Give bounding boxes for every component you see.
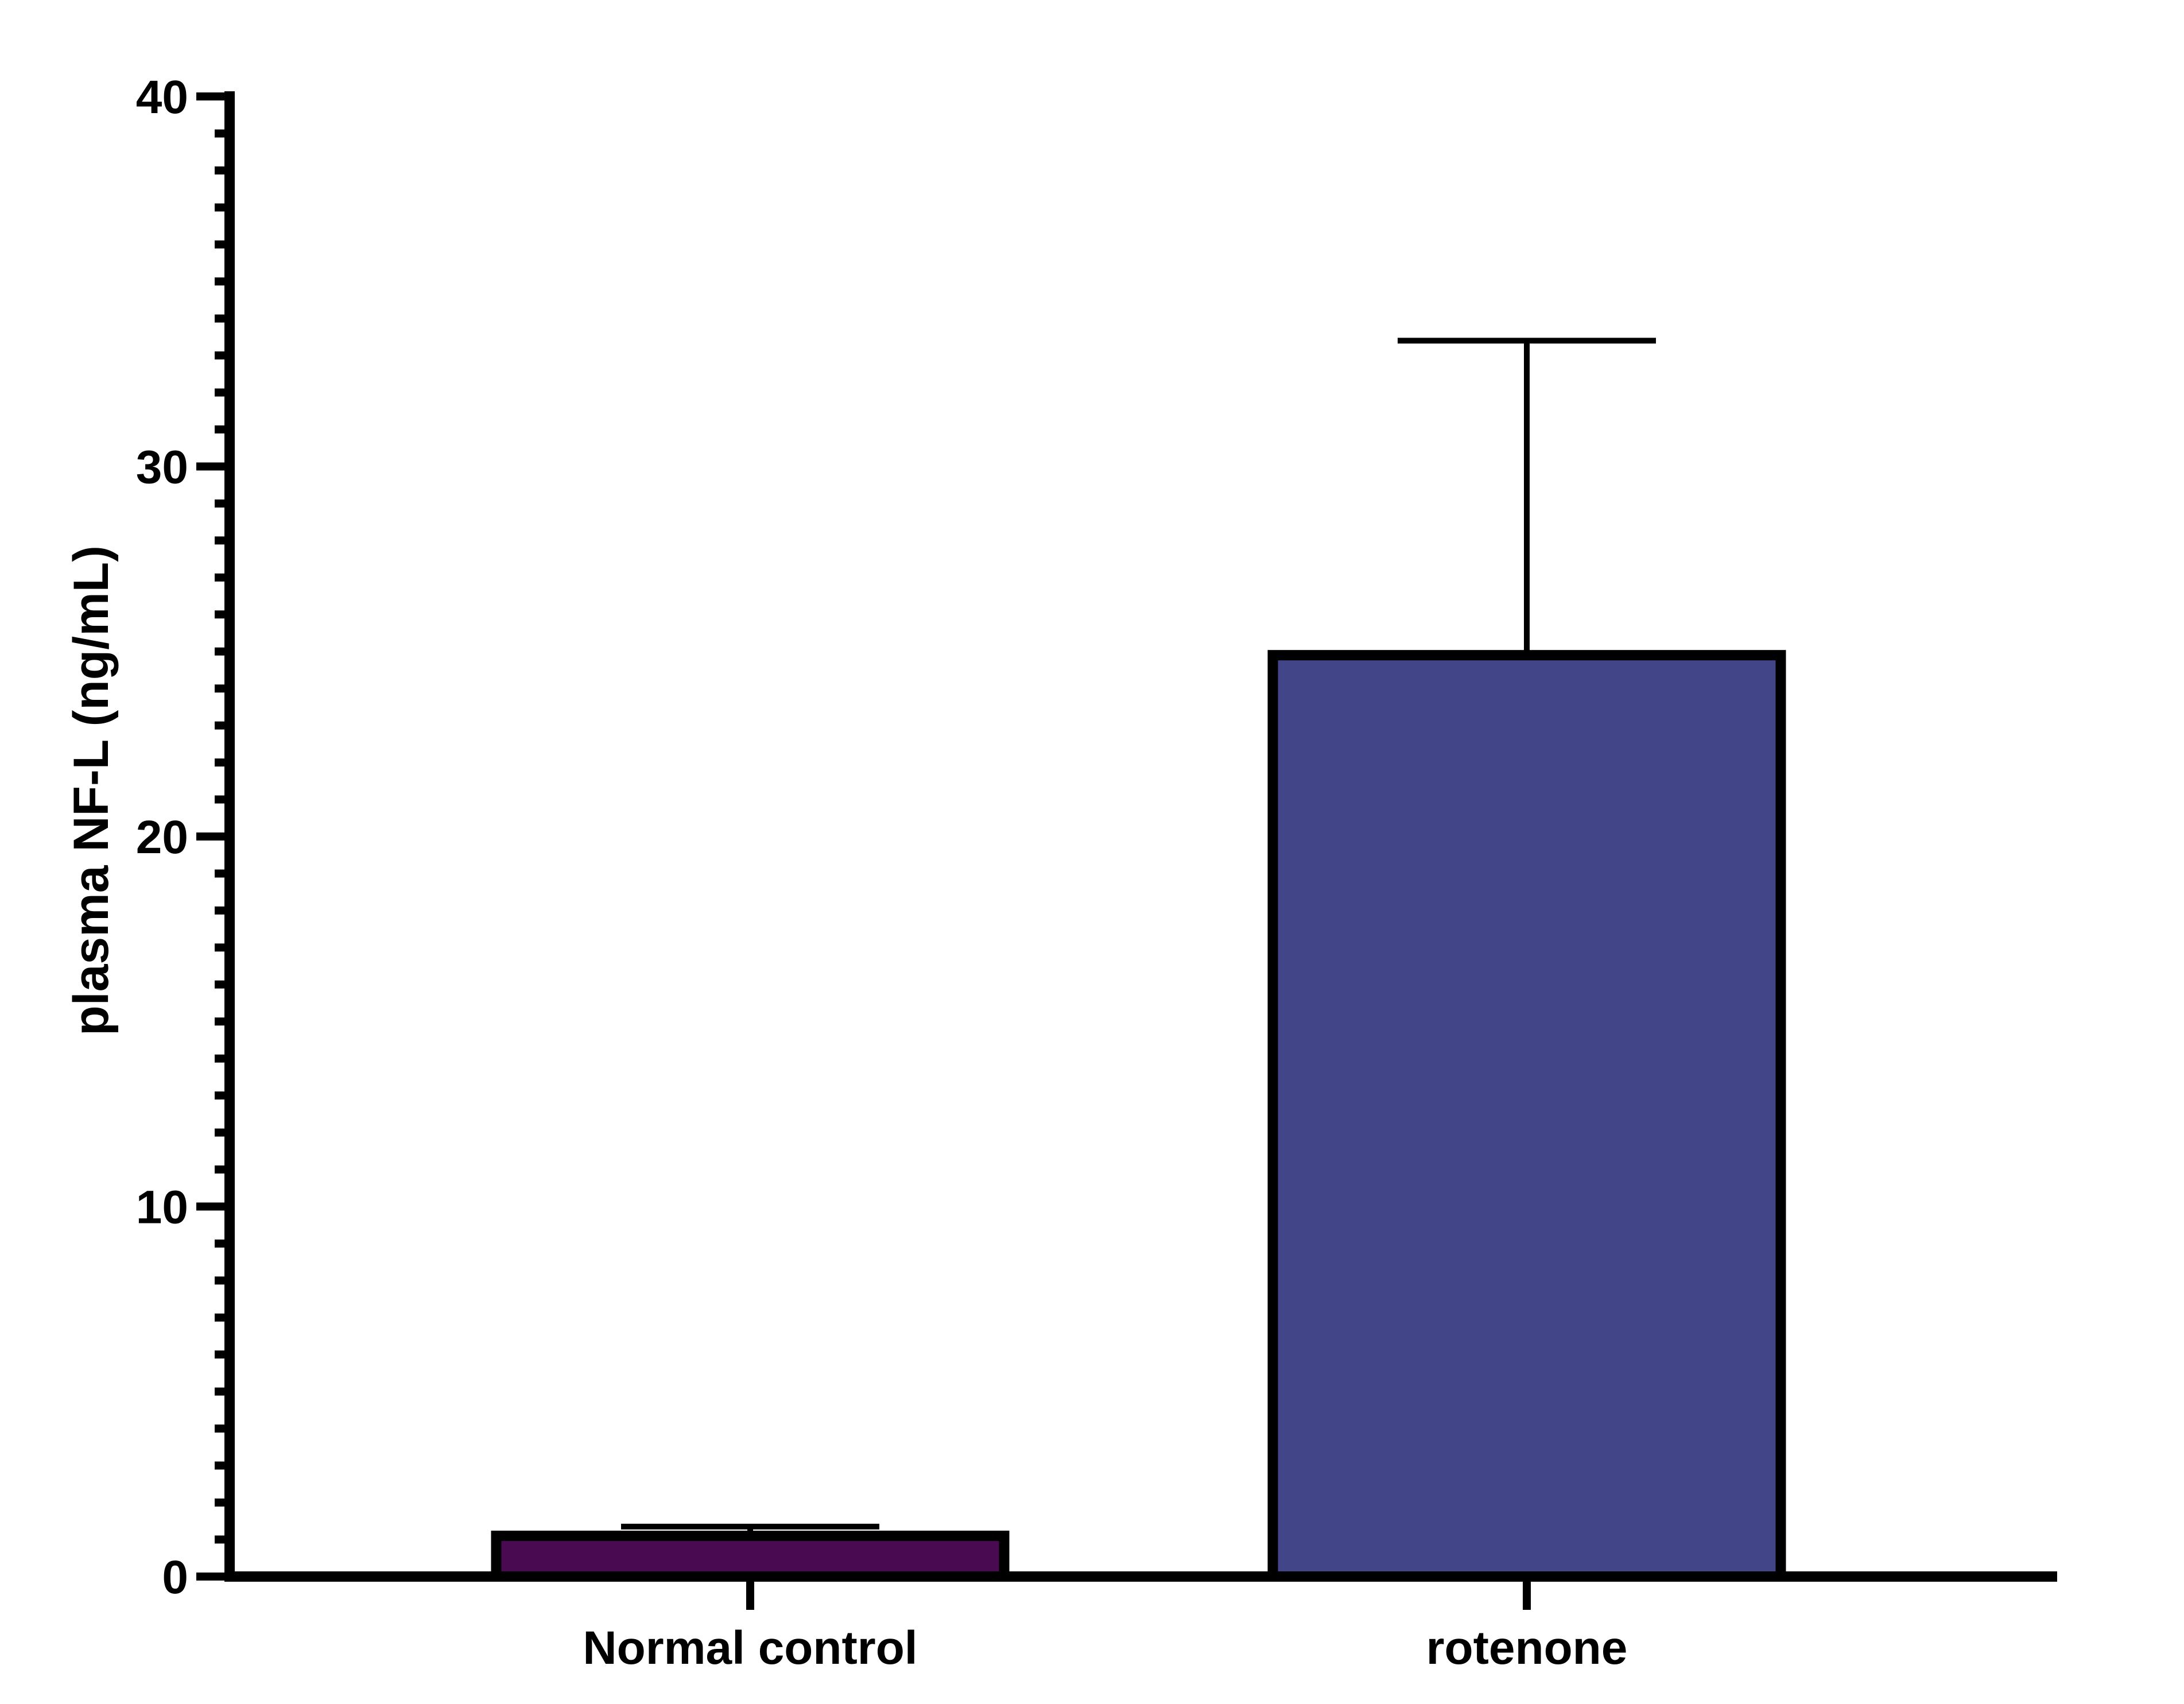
bar: [491, 1531, 1010, 1582]
x-tick-labels: Normal control rotenone: [583, 1622, 1627, 1674]
y-tick-label: 20: [136, 811, 188, 863]
bars: [491, 650, 1786, 1582]
x-tick-label: rotenone: [1426, 1622, 1628, 1674]
y-tick-label: 30: [136, 442, 188, 494]
error-bars: [621, 338, 1656, 1536]
bar: [1267, 650, 1786, 1582]
y-tick-labels: 0 10 20 30 40: [136, 71, 188, 1604]
y-tick-label: 40: [136, 71, 188, 123]
y-tick-label: 10: [136, 1182, 188, 1234]
x-ticks: [746, 1577, 1531, 1610]
x-tick-label: Normal control: [583, 1622, 917, 1674]
y-major-ticks: [196, 92, 230, 1581]
y-tick-label: 0: [162, 1551, 188, 1604]
y-axis-title: plasma NF-L (ng/mL): [64, 545, 119, 1036]
